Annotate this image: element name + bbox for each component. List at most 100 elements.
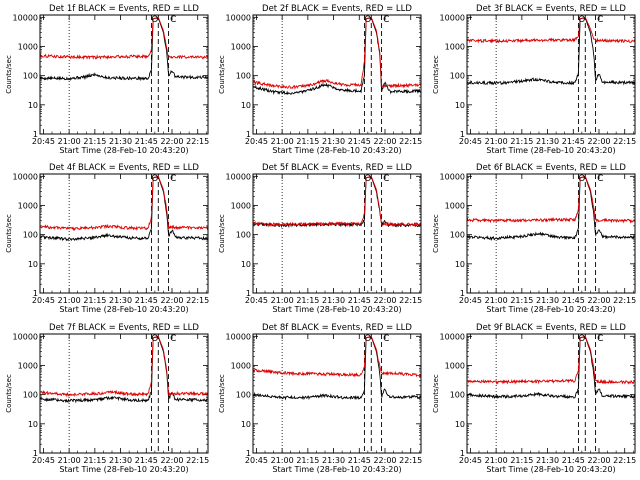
x-axis-label: Start Time (28-Feb-10 20:43:20): [486, 146, 615, 155]
x-tick-label: 21:30: [322, 296, 345, 305]
y-tick-label: 10: [455, 260, 465, 269]
x-tick-label: 22:00: [160, 137, 183, 146]
flare-annotation: C: [383, 15, 389, 25]
x-tick-label: 21:15: [510, 137, 533, 146]
flare-annotation: O: [364, 174, 371, 184]
x-tick-label: 21:45: [135, 137, 158, 146]
y-tick-label: 10000: [440, 332, 465, 341]
y-tick-label: 1000: [445, 361, 465, 370]
y-tick-label: 10: [455, 101, 465, 110]
events-series-line: [466, 336, 636, 400]
y-tick-label: 10: [241, 260, 251, 269]
plot-frame: [39, 14, 209, 135]
y-axis-label: Counts/sec: [5, 374, 13, 413]
x-tick-label: 21:00: [58, 137, 81, 146]
y-tick-label: 1000: [18, 361, 38, 370]
panel-title: Det 3f BLACK = Events, RED = LLD: [476, 4, 626, 14]
x-tick-label: 21:30: [536, 137, 559, 146]
y-tick-label: 1000: [445, 201, 465, 210]
y-axis-label: Counts/sec: [218, 55, 226, 94]
plot-frame: [252, 333, 422, 454]
panel-title: Det 5f BLACK = Events, RED = LLD: [262, 163, 412, 173]
x-tick-label: 20:45: [32, 456, 55, 465]
y-tick-label: 10: [241, 101, 251, 110]
events-series-line: [39, 176, 209, 242]
detector-panel: Det 9f BLACK = Events, RED = LLD 1 10 100 10…: [432, 323, 636, 474]
y-axis-label: Counts/sec: [218, 374, 226, 413]
y-axis-label: Counts/sec: [432, 374, 440, 413]
x-tick-label: 21:45: [562, 137, 585, 146]
flare-annotation: C: [597, 334, 603, 344]
y-tick-label: 10000: [13, 172, 38, 181]
x-tick-label: 22:15: [399, 456, 422, 465]
y-tick-label: 10000: [226, 172, 251, 181]
x-tick-label: 21:15: [83, 137, 106, 146]
x-tick-label: 22:15: [613, 296, 636, 305]
y-tick-label: 100: [23, 231, 38, 240]
flare-annotation: O: [578, 174, 585, 184]
y-tick-label: 100: [236, 391, 251, 400]
x-tick-label: 21:45: [135, 456, 158, 465]
y-tick-label: 1000: [231, 361, 251, 370]
detector-panel: Det 8f BLACK = Events, RED = LLD 1 10 100 10…: [218, 323, 422, 474]
y-tick-label: 100: [236, 231, 251, 240]
lld-series-line: [466, 16, 636, 44]
y-tick-label: 100: [236, 72, 251, 81]
events-series-line: [466, 176, 636, 241]
panel-title: Det 1f BLACK = Events, RED = LLD: [49, 4, 199, 14]
x-tick-label: 22:15: [613, 456, 636, 465]
x-axis-label: Start Time (28-Feb-10 20:43:20): [486, 465, 615, 474]
y-tick-label: 1: [33, 449, 38, 458]
events-series-line: [252, 17, 422, 95]
x-tick-label: 22:00: [587, 296, 610, 305]
x-axis-label: Start Time (28-Feb-10 20:43:20): [59, 465, 188, 474]
flare-annotation: C: [170, 15, 176, 25]
x-tick-label: 21:00: [58, 456, 81, 465]
detector-panel: Det 7f BLACK = Events, RED = LLD 1 10 100 10…: [5, 323, 209, 474]
x-tick-label: 21:00: [58, 296, 81, 305]
x-tick-label: 22:15: [186, 137, 209, 146]
lld-series-line: [39, 335, 209, 398]
x-tick-label: 21:45: [562, 296, 585, 305]
y-tick-label: 1000: [231, 201, 251, 210]
x-tick-label: 21:15: [510, 456, 533, 465]
plot-frame: [39, 173, 209, 294]
events-series-line: [39, 336, 209, 404]
panel-title: Det 6f BLACK = Events, RED = LLD: [476, 163, 626, 173]
flare-annotation: O: [364, 15, 371, 25]
x-tick-label: 20:45: [32, 296, 55, 305]
plot-frame: [39, 333, 209, 454]
plot-frame: [466, 14, 636, 135]
y-axis-label: Counts/sec: [5, 214, 13, 253]
x-tick-label: 21:45: [348, 137, 371, 146]
events-series-line: [252, 176, 422, 229]
lld-series-line: [252, 16, 422, 90]
x-axis-label: Start Time (28-Feb-10 20:43:20): [272, 146, 401, 155]
y-tick-label: 1: [246, 130, 251, 139]
x-tick-label: 21:30: [322, 456, 345, 465]
events-series-line: [466, 17, 636, 86]
lld-series-line: [252, 175, 422, 227]
flare-annotation: C: [383, 334, 389, 344]
y-tick-label: 10000: [13, 332, 38, 341]
y-tick-label: 10: [241, 420, 251, 429]
x-tick-label: 20:45: [245, 296, 268, 305]
y-axis-label: Counts/sec: [218, 214, 226, 253]
x-axis-label: Start Time (28-Feb-10 20:43:20): [59, 305, 188, 314]
x-tick-label: 22:15: [186, 296, 209, 305]
flare-annotation: O: [151, 334, 158, 344]
x-tick-label: 21:45: [135, 296, 158, 305]
flare-annotation: O: [364, 334, 371, 344]
x-tick-label: 21:15: [83, 296, 106, 305]
y-axis-label: Counts/sec: [432, 55, 440, 94]
panel-title: Det 2f BLACK = Events, RED = LLD: [262, 4, 412, 14]
x-tick-label: 20:45: [459, 296, 482, 305]
x-tick-label: 22:00: [160, 456, 183, 465]
flare-annotation: O: [578, 15, 585, 25]
x-tick-label: 21:00: [271, 456, 294, 465]
y-tick-label: 100: [450, 391, 465, 400]
x-tick-label: 21:00: [271, 296, 294, 305]
lld-series-line: [252, 335, 422, 379]
x-tick-label: 21:30: [109, 137, 132, 146]
x-tick-label: 21:30: [109, 456, 132, 465]
